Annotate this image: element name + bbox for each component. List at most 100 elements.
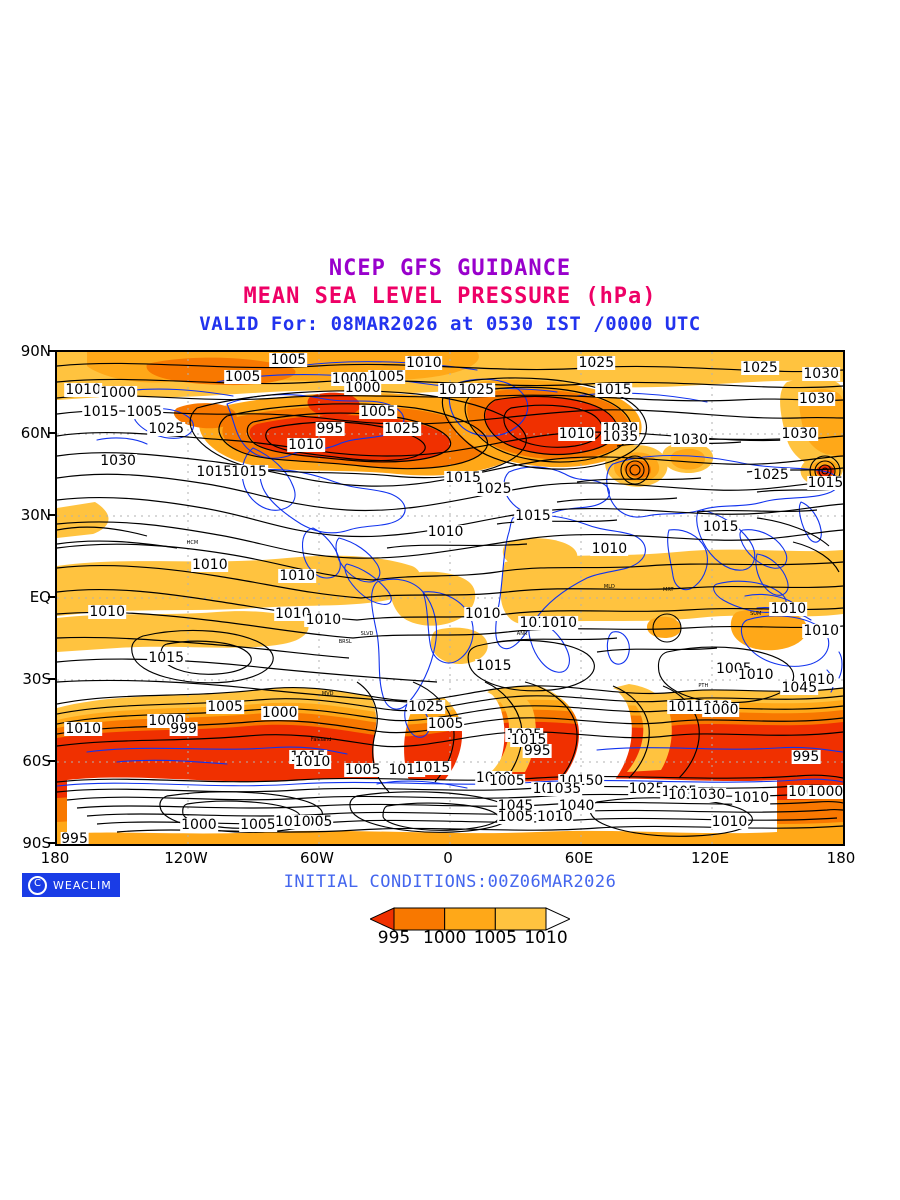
colorbar-extend-low	[370, 907, 395, 931]
colorbar-tick-label: 1010	[524, 928, 568, 948]
contour-label: 1025	[741, 360, 779, 377]
contour-label: 1010	[273, 814, 312, 831]
lon-tick-label: 120W	[164, 849, 208, 867]
contour-label: 1000	[99, 385, 137, 401]
contour-label: 1015	[413, 759, 452, 776]
contour-label: 995	[791, 748, 821, 765]
colorbar-extend-high	[545, 907, 570, 931]
colorbar-segment	[393, 907, 446, 931]
lat-tick-mark	[48, 350, 55, 352]
lon-tick-label: 180	[40, 849, 70, 867]
colorbar-tick-label: 995	[377, 928, 411, 948]
contour-label: 1010	[463, 606, 502, 623]
contour-label: 1015	[230, 464, 268, 481]
contour-label: 1030	[780, 426, 819, 442]
contour-label: 1005	[359, 404, 397, 421]
contour-label: 1010	[278, 568, 317, 585]
contour-label: 1015	[509, 732, 548, 749]
lat-tick-label: 90N	[20, 342, 51, 360]
lat-tick-mark	[48, 678, 55, 680]
colorbar-tick-label: 1000	[423, 928, 467, 948]
contour-label: 1030	[671, 431, 710, 448]
lon-tick-label: 60W	[300, 849, 334, 867]
contour-label: 1010	[535, 808, 574, 825]
contour-label: 1025	[383, 420, 421, 437]
contour-label: 1045	[780, 680, 819, 697]
map-panel[interactable]: 1005 1010 1025 1025 1030 1005 1005 1000 1000 1010…	[55, 350, 845, 846]
lon-tick-label: 180	[826, 849, 856, 867]
contour-label: 1015	[195, 464, 234, 481]
colorbar-tick-label: 1005	[473, 928, 517, 948]
contour-label: 1005	[223, 368, 262, 385]
station-label: SLVD	[360, 630, 374, 637]
station-label: HCM	[186, 540, 199, 547]
contour-label: 1010	[304, 611, 343, 628]
contour-label: 995	[522, 743, 552, 760]
contour-label: 1000	[343, 379, 382, 396]
contour-label: 1005	[426, 715, 465, 732]
contour-label: 1025	[457, 382, 496, 399]
contour-label: 1000	[260, 704, 299, 721]
contour-label: 1010	[404, 354, 443, 371]
contour-label: 1010	[64, 382, 103, 399]
contour-label: 1010	[736, 666, 775, 683]
lat-tick-label: 90S	[22, 834, 51, 852]
copyright-icon: C	[28, 875, 47, 895]
contour-label: 1025	[627, 781, 666, 798]
contour-label: 1015	[594, 382, 633, 399]
contour-label: 1010	[769, 600, 808, 617]
contour-label: 1015	[806, 475, 844, 492]
lat-tick-label: 30N	[20, 506, 51, 524]
contour-label: 1010	[293, 754, 332, 770]
chart-title-block: NCEP GFS GUIDANCE MEAN SEA LEVEL PRESSUR…	[0, 255, 900, 337]
contour-label: 999	[169, 721, 198, 738]
contour-label: 1000	[806, 784, 844, 801]
contour-label: 1025	[147, 420, 186, 437]
contour-label: 1000	[701, 702, 740, 719]
weaclim-logo[interactable]: C WEACLIM	[22, 873, 120, 897]
contour-label: 1015	[147, 650, 186, 667]
contour-label: 1010	[287, 436, 325, 453]
initial-conditions-label: INITIAL CONDITIONS:00Z06MAR2026	[283, 872, 617, 892]
lat-tick-mark	[48, 514, 55, 516]
contour-label: 1005	[239, 816, 277, 833]
station-label: MRT	[663, 586, 674, 593]
contour-label: 1025	[474, 480, 513, 497]
colorbar-segment	[494, 907, 547, 931]
station-label: MVD	[321, 690, 334, 697]
contour-label: 1010	[64, 721, 103, 738]
lon-tick-label: 60E	[564, 849, 594, 867]
contour-label: 1005	[496, 808, 535, 825]
lon-tick-label: 0	[443, 849, 453, 867]
contour-label: 1015	[81, 404, 120, 421]
chart-subtitle: MEAN SEA LEVEL PRESSURE (hPa)	[243, 284, 657, 309]
lat-tick-mark	[48, 432, 55, 434]
contour-label: 1030	[688, 786, 727, 803]
contour-label: 1015	[701, 518, 740, 535]
lat-tick-label: 60S	[22, 752, 51, 770]
contour-label: 1010	[190, 557, 229, 574]
contour-label: 1005	[487, 773, 526, 790]
contour-label: 1030	[802, 365, 841, 382]
contour-label: 1015	[514, 508, 552, 524]
contour-label: 1015	[474, 658, 513, 675]
station-label: BRSL	[338, 638, 352, 645]
map-frame: 1005 1010 1025 1025 1030 1005 1005 1000 1000 1010…	[55, 350, 845, 846]
contour-label: 1010	[426, 524, 465, 541]
contour-label: 995	[315, 420, 345, 437]
colorbar[interactable]	[370, 905, 570, 933]
colorbar-ticks: 995 1000 1005 1010	[330, 928, 610, 954]
contour-label: 1030	[797, 390, 836, 407]
lat-tick-mark	[48, 596, 55, 598]
contour-label: 1010	[273, 606, 312, 623]
station-label: Falkland	[310, 737, 332, 744]
contour-label: 1015	[444, 469, 482, 486]
contour-label: 995	[60, 830, 89, 846]
lat-tick-label: EQ	[29, 588, 51, 606]
contour-label: 1005	[343, 762, 382, 779]
contour-label: 1005	[125, 404, 164, 421]
lat-tick-label: 30S	[22, 670, 51, 688]
logo-label: WEACLIM	[53, 878, 112, 892]
contour-label: 1025	[407, 699, 445, 716]
lat-tick-mark	[48, 842, 55, 844]
